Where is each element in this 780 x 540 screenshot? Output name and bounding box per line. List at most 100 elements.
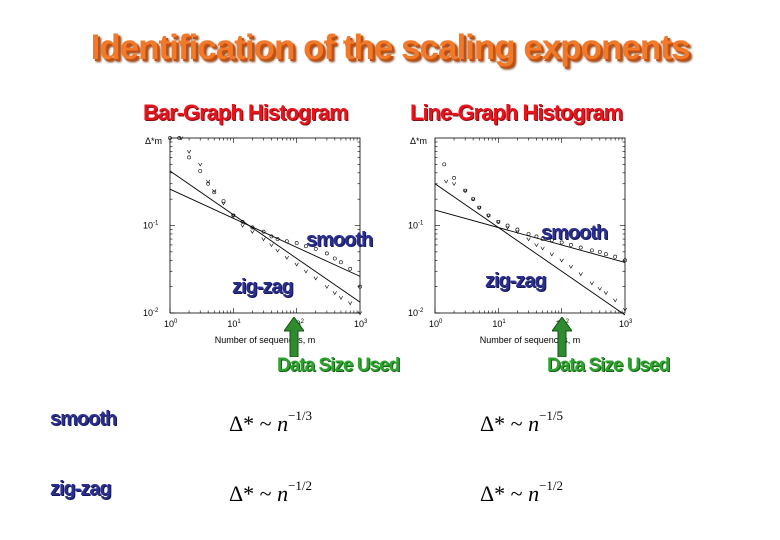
y-tick-label: 10-2 — [408, 308, 424, 318]
data-point-circle — [578, 245, 583, 250]
data-point-triangle — [179, 136, 184, 141]
panel-title-line: Line-Graph Histogram — [410, 100, 623, 125]
data-size-label-bar: Data Size Used — [277, 355, 400, 376]
data-point-triangle — [332, 291, 337, 296]
data-point-triangle — [603, 291, 608, 296]
fit-line — [434, 183, 626, 316]
data-point-triangle — [261, 237, 266, 242]
data-point-triangle — [357, 311, 363, 316]
data-point-circle — [339, 260, 343, 265]
data-point-circle — [442, 162, 447, 167]
formula-line-smooth: Δ* ~ n−1/5 — [480, 408, 564, 436]
x-tick-label: 100 — [429, 319, 443, 329]
fit-line — [169, 170, 361, 303]
zigzag-label-line: zig-zag — [485, 270, 547, 292]
data-point-triangle — [284, 255, 289, 260]
y-tick-label: 10-2 — [143, 308, 159, 318]
data-point-circle — [526, 232, 531, 236]
x-axis-label: Number of sequences, m — [215, 335, 316, 345]
data-point-triangle — [294, 262, 299, 267]
data-point-triangle — [477, 205, 482, 210]
data-point-triangle — [221, 201, 226, 206]
data-point-triangle — [313, 276, 318, 281]
data-point-circle — [304, 244, 308, 249]
data-point-circle — [589, 248, 594, 253]
data-point-triangle — [348, 301, 353, 306]
row-label-smooth: smooth — [50, 408, 117, 430]
data-point-triangle — [198, 162, 203, 167]
data-point-triangle — [613, 298, 618, 303]
data-point-circle — [206, 181, 211, 186]
arrow-up-icon — [552, 317, 572, 357]
data-point-triangle — [568, 264, 573, 269]
data-point-circle — [187, 155, 191, 160]
data-size-label-line: Data Size Used — [547, 355, 670, 376]
data-point-circle — [559, 240, 564, 245]
data-point-circle — [597, 249, 602, 254]
formula-bar-smooth: Δ* ~ n−1/3 — [229, 408, 313, 436]
arrow-up-icon — [284, 317, 304, 357]
data-point-circle — [358, 284, 362, 289]
data-point-triangle — [540, 246, 545, 251]
data-point-circle — [515, 227, 520, 232]
data-point-triangle — [206, 179, 211, 184]
data-point-triangle — [486, 213, 491, 218]
data-point-circle — [313, 247, 318, 251]
data-point-triangle — [515, 230, 520, 234]
smooth-label-bar: smooth — [306, 229, 373, 251]
smooth-label-line: smooth — [541, 222, 608, 244]
data-point-triangle — [578, 272, 583, 277]
data-point-triangle — [444, 179, 449, 184]
x-tick-label: 101 — [227, 319, 241, 329]
zigzag-label-bar: zig-zag — [232, 276, 294, 298]
row-label-zigzag: zig-zag — [50, 478, 112, 500]
data-point-circle — [332, 256, 337, 261]
data-point-triangle — [187, 149, 192, 154]
data-point-circle — [549, 238, 554, 243]
data-point-triangle — [589, 281, 594, 286]
data-point-circle — [294, 241, 299, 245]
data-point-triangle — [622, 307, 628, 312]
data-point-triangle — [559, 258, 564, 263]
y-tick-label: 10-1 — [408, 221, 424, 231]
data-point-circle — [623, 258, 627, 263]
data-point-triangle — [269, 243, 274, 248]
x-axis-label: Number of sequences, m — [480, 335, 581, 345]
x-tick-label: 103 — [619, 319, 633, 329]
x-tick-label: 103 — [354, 319, 368, 329]
data-point-triangle — [212, 189, 217, 193]
data-point-triangle — [303, 269, 308, 274]
data-point-circle — [348, 266, 353, 271]
data-point-circle — [177, 136, 182, 140]
data-point-triangle — [526, 237, 531, 242]
data-point-triangle — [471, 197, 476, 202]
data-point-triangle — [275, 248, 280, 253]
y-tick-label: 10-1 — [143, 221, 159, 231]
slide-title: Identification of the scaling exponents — [90, 28, 691, 67]
fit-line — [434, 209, 626, 263]
data-point-triangle — [534, 243, 539, 248]
formula-bar-zigzag: Δ* ~ n−1/2 — [229, 478, 313, 506]
x-tick-label: 100 — [164, 319, 178, 329]
data-point-circle — [505, 223, 510, 228]
data-point-circle — [324, 251, 329, 256]
data-point-triangle — [338, 295, 343, 300]
data-point-circle — [168, 136, 172, 140]
data-point-triangle — [496, 220, 501, 225]
data-point-triangle — [324, 285, 329, 289]
data-point-circle — [221, 199, 226, 204]
data-point-triangle — [452, 182, 457, 186]
data-point-triangle — [240, 223, 245, 228]
data-point-circle — [452, 175, 456, 180]
data-point-triangle — [505, 225, 510, 230]
fit-line — [169, 188, 361, 277]
data-point-triangle — [463, 189, 468, 193]
panel-title-bar: Bar-Graph Histogram — [143, 100, 349, 125]
data-point-circle — [198, 169, 203, 173]
data-point-circle — [613, 254, 618, 259]
data-point-triangle — [597, 286, 602, 291]
x-tick-label: 101 — [492, 319, 506, 329]
data-point-triangle — [549, 252, 554, 257]
y-axis-label: Δ*m — [410, 136, 427, 146]
